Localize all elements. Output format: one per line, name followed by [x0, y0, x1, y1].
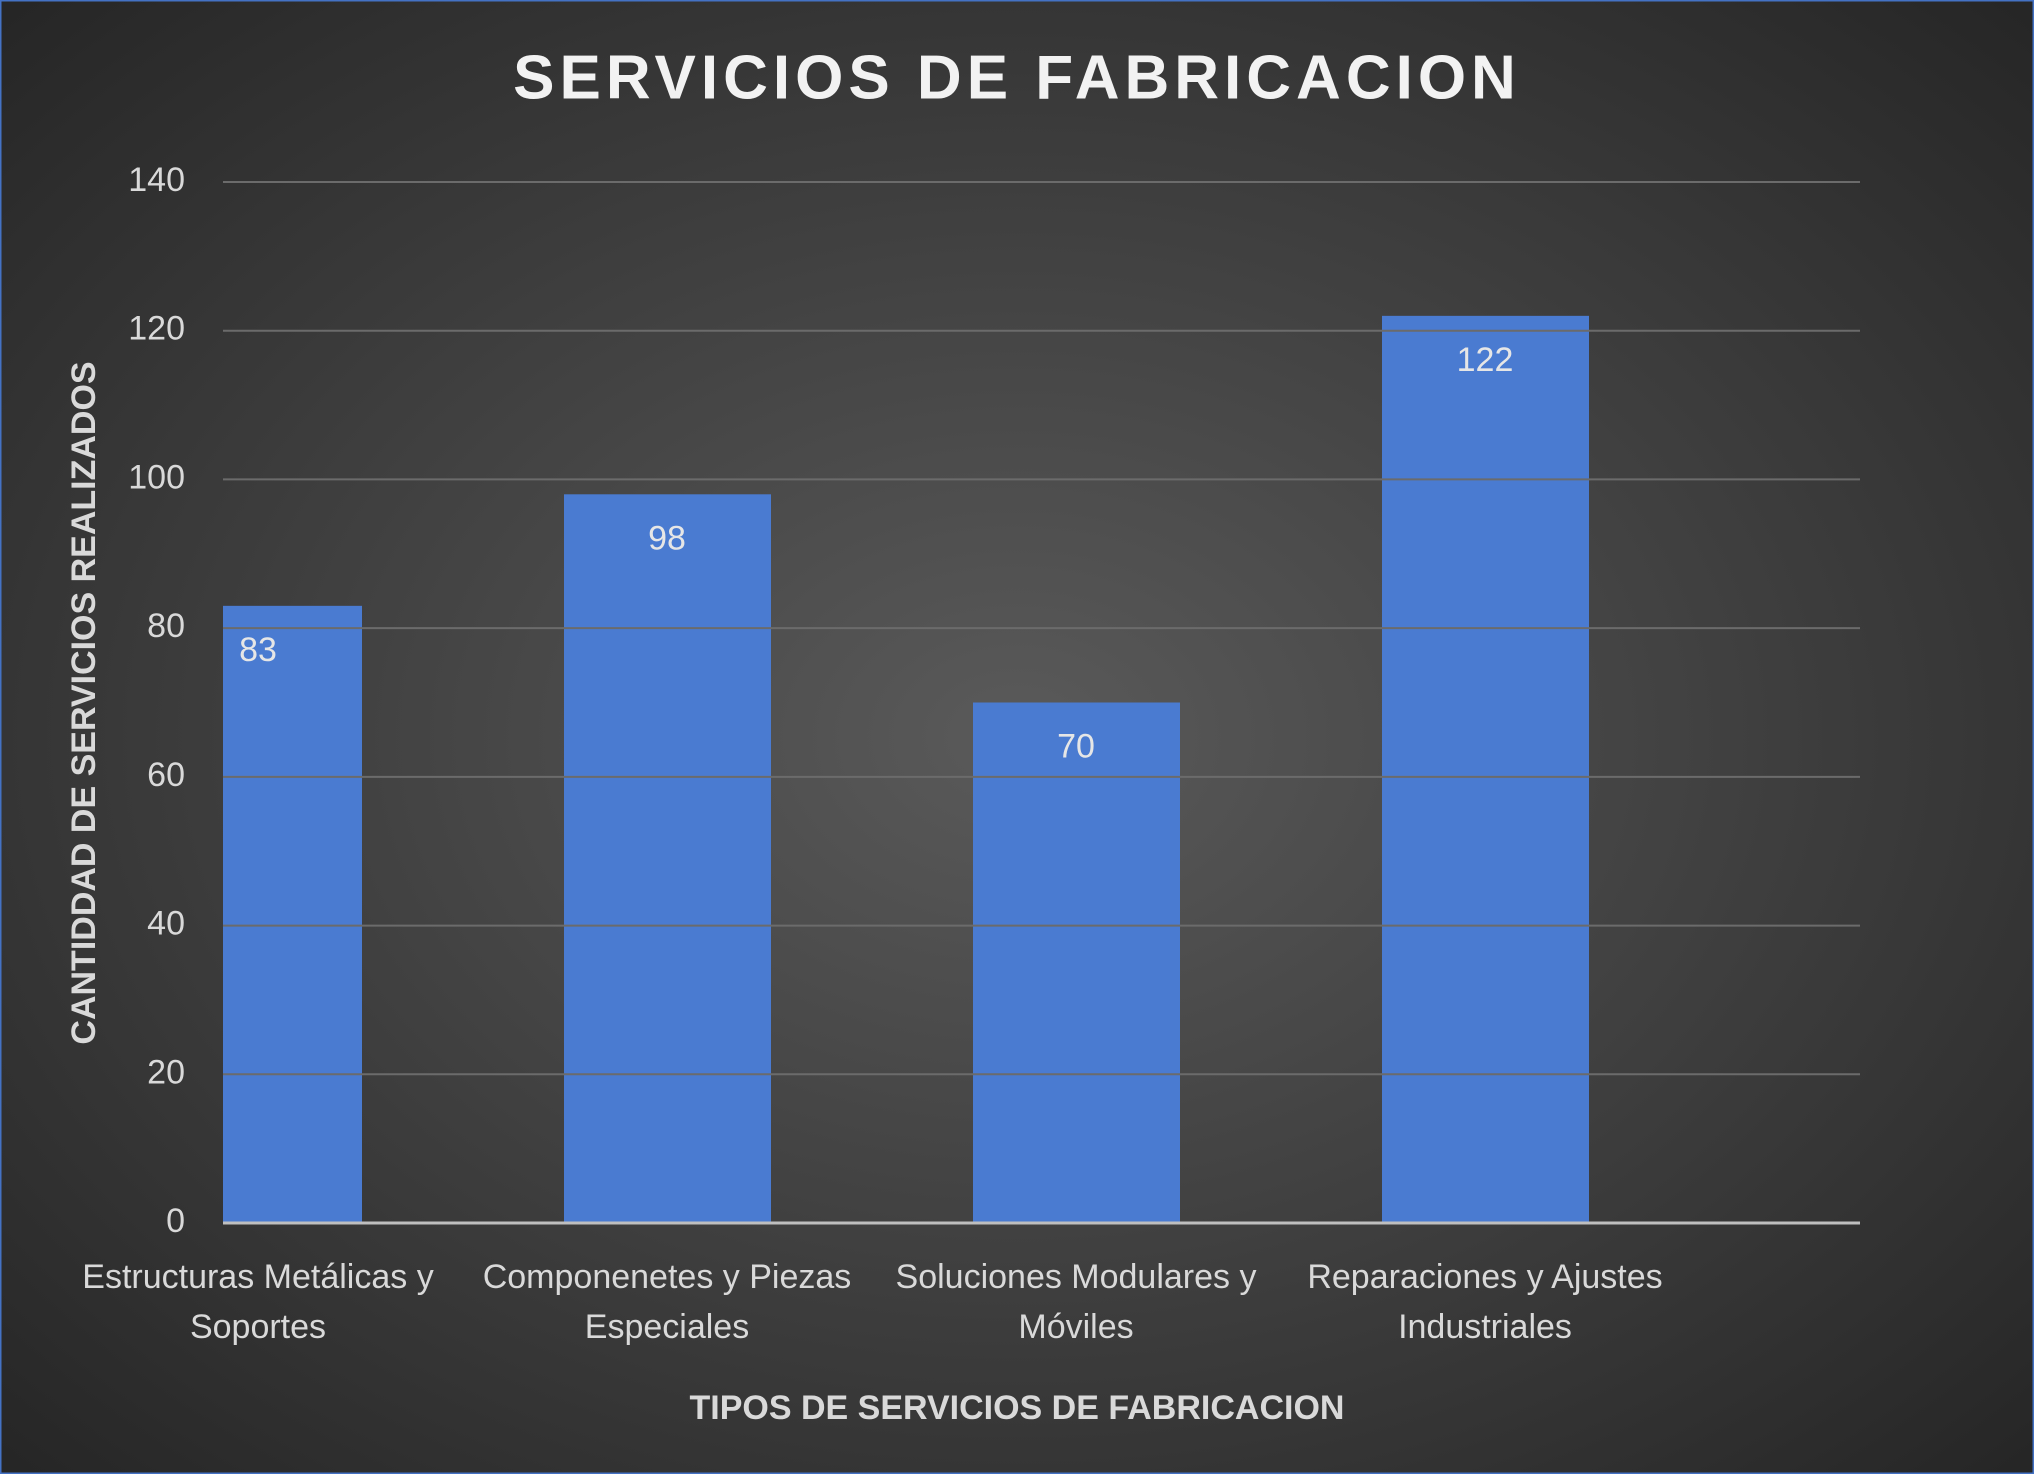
bar: [223, 605, 362, 1223]
data-label: 83: [239, 631, 277, 669]
y-tick-label: 120: [128, 310, 185, 348]
data-label: 98: [648, 519, 686, 557]
y-tick-label: 20: [147, 1053, 185, 1091]
bar: [564, 494, 771, 1223]
y-tick-label: 80: [147, 607, 185, 645]
y-tick-label: 0: [166, 1202, 185, 1240]
y-axis-title: CANTIDDAD DE SERVICIOS REALIZADOS: [65, 361, 103, 1044]
plot-area: [223, 315, 1589, 1223]
x-axis-title: TIPOS DE SERVICIOS DE FABRICACION: [690, 1389, 1345, 1427]
y-tick-label: 40: [147, 905, 185, 943]
y-tick-label: 60: [147, 756, 185, 794]
x-tick-label: Soluciones Modulares y Móviles: [895, 1258, 1257, 1346]
data-label: 122: [1457, 341, 1514, 379]
x-tick-label: Reparaciones y Ajustes Industriales: [1307, 1258, 1663, 1346]
bar: [973, 702, 1180, 1223]
chart-title: SERVICIOS DE FABRICACION: [513, 43, 1521, 112]
bar: [1382, 315, 1589, 1223]
x-tick-label: Componenetes y Piezas Especiales: [482, 1258, 852, 1346]
x-tick-label: Estructuras Metálicas y Soportes: [82, 1258, 434, 1346]
y-tick-label: 100: [128, 458, 185, 496]
data-label: 70: [1057, 727, 1095, 765]
y-tick-label: 140: [128, 161, 185, 199]
